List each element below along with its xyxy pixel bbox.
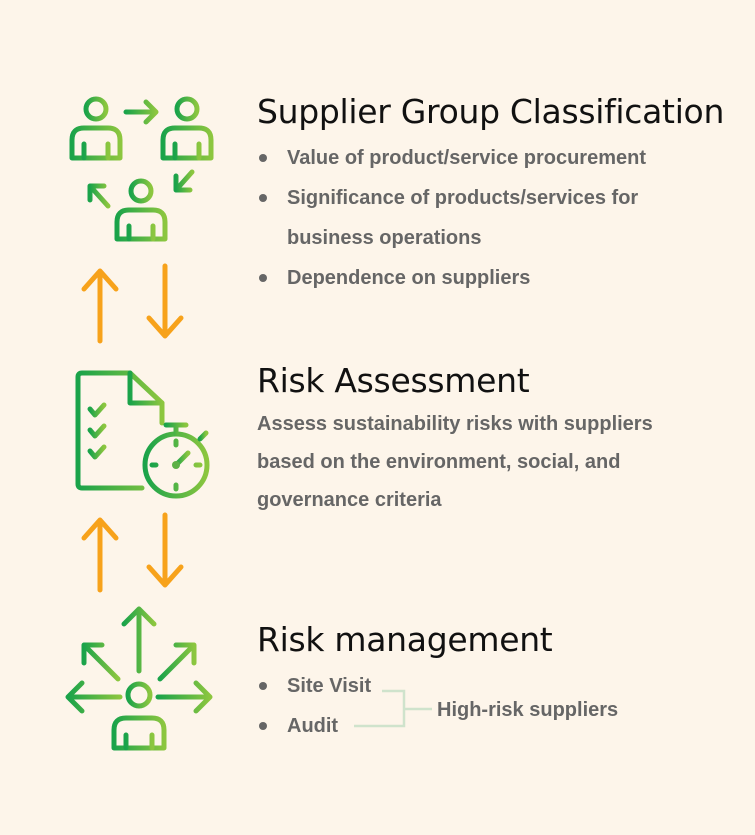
down-arrow-icon — [146, 512, 184, 588]
up-arrow-icon — [81, 517, 119, 593]
down-arrow-icon — [146, 263, 184, 339]
checklist-timer-icon — [75, 370, 210, 499]
list-item: Audit — [257, 706, 407, 746]
high-risk-suppliers-label: High-risk suppliers — [437, 699, 619, 721]
bracket-connector — [354, 689, 432, 728]
section-title-supplier-group: Supplier Group Classification — [257, 92, 725, 131]
risk-management-bullets: Site Visit Audit — [257, 666, 407, 746]
list-item: Significance of products/services for bu… — [257, 178, 727, 258]
people-cycle-icon — [69, 96, 214, 242]
up-arrow-icon — [81, 268, 119, 344]
list-item: Dependence on suppliers — [257, 258, 727, 298]
section-title-risk-assessment: Risk Assessment — [257, 361, 530, 400]
supplier-group-bullets: Value of product/service procurement Sig… — [257, 138, 727, 298]
section-title-risk-management: Risk management — [257, 620, 553, 659]
list-item: Site Visit — [257, 666, 407, 706]
risk-assessment-description: Assess sustainability risks with supplie… — [257, 413, 653, 511]
person-arrows-icon — [65, 606, 213, 751]
list-item: Value of product/service procurement — [257, 138, 727, 178]
